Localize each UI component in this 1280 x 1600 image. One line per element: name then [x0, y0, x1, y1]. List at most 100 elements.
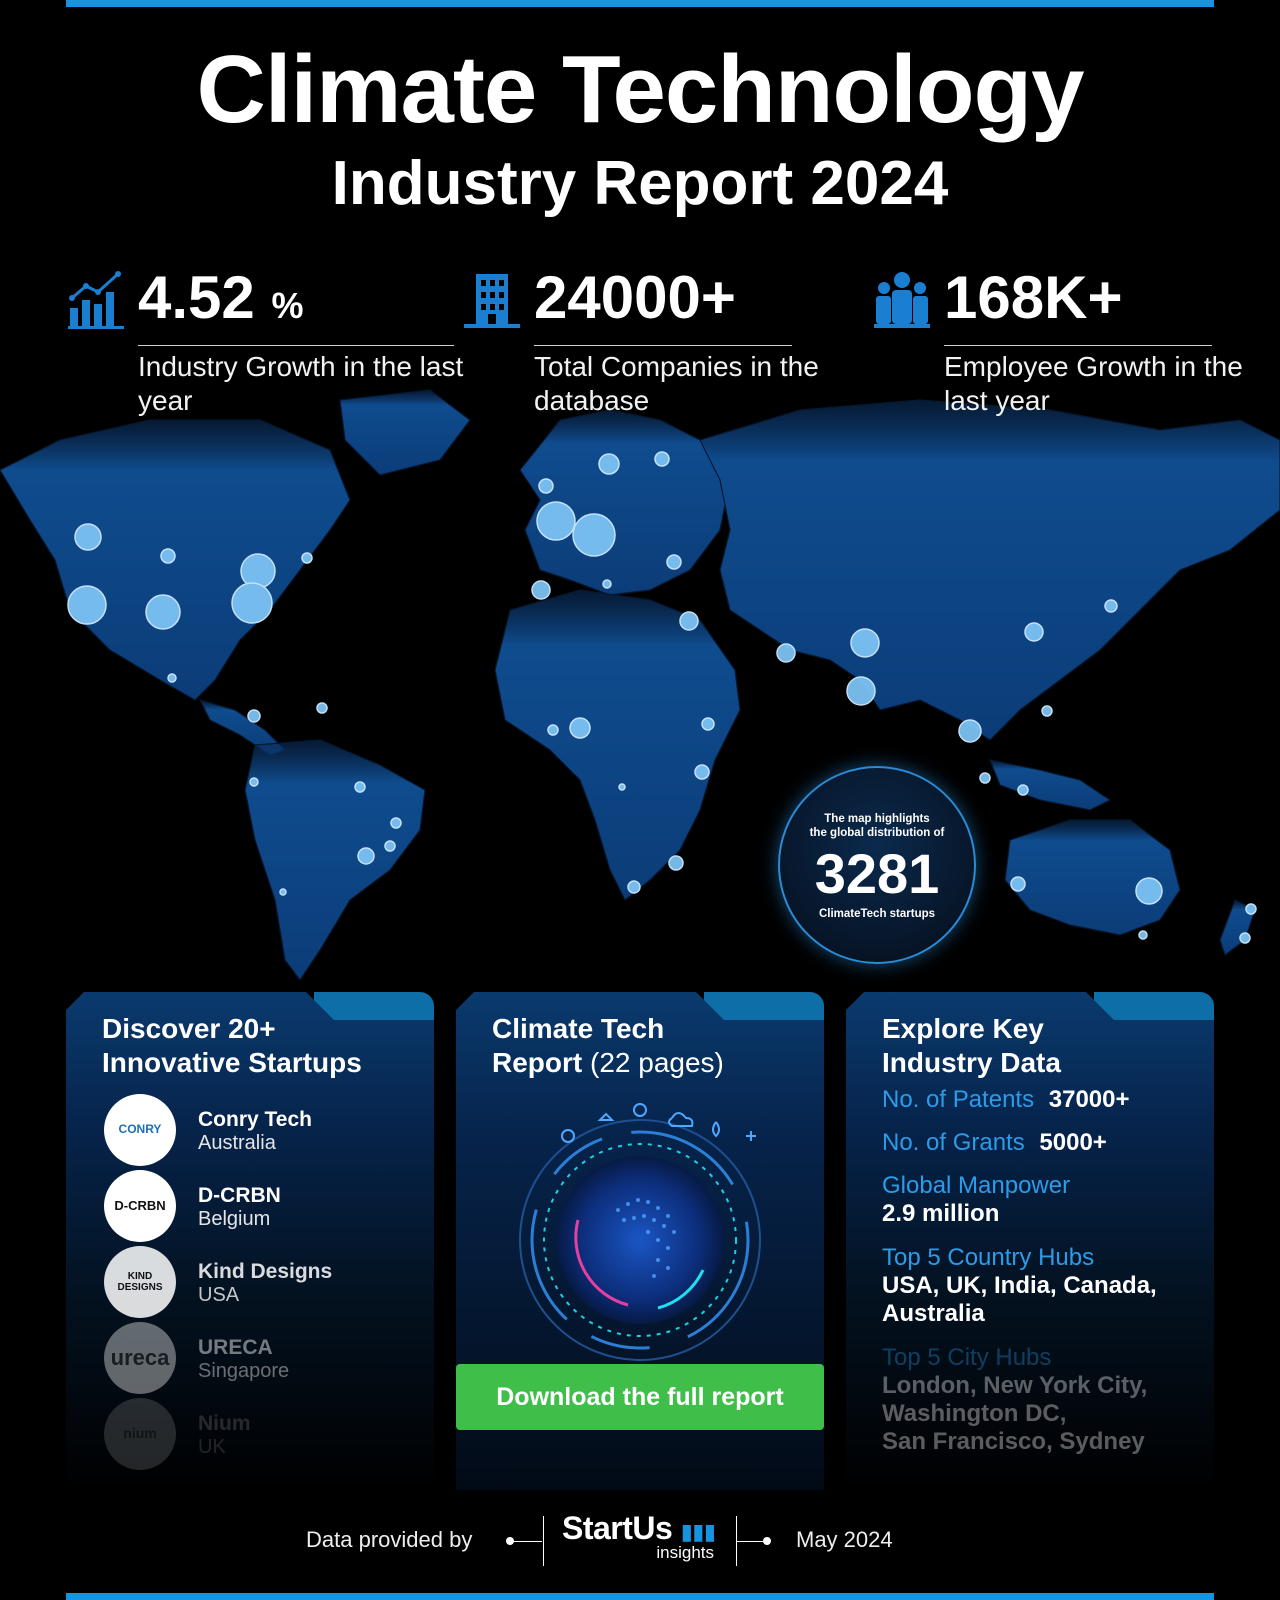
stat-caption: Total Companies in the database	[534, 351, 819, 416]
panel-title: Explore Key Industry Data	[882, 1012, 1192, 1080]
hub-dot	[668, 855, 684, 871]
startup-item[interactable]: KIND DESIGNS Kind Designs USA	[104, 1246, 404, 1318]
people-icon	[874, 272, 930, 328]
startup-name: Nium	[198, 1412, 251, 1435]
panel-body	[66, 992, 434, 1490]
hub-dot	[357, 847, 375, 865]
hub-dot	[846, 676, 876, 706]
hub-dot	[654, 451, 670, 467]
startup-country: Singapore	[198, 1360, 290, 1382]
hub-dot	[160, 548, 176, 564]
panel-title-line-1: Discover 20+	[102, 1013, 276, 1044]
grants-label: No. of Grants	[882, 1129, 1025, 1156]
panel-title-bold: Report	[492, 1047, 583, 1078]
hub-dot	[531, 580, 551, 600]
hub-dot	[1041, 705, 1053, 717]
hub-dot	[240, 553, 276, 589]
hub-dot	[279, 888, 287, 896]
asia-shape	[699, 399, 1280, 741]
building-icon	[464, 274, 520, 328]
panel-title: Discover 20+ Innovative Startups	[102, 1012, 412, 1080]
city-hubs-value: London, New York City,	[882, 1372, 1148, 1399]
startup-logo: ureca	[104, 1322, 176, 1394]
startup-count-badge: The map highlights the global distributi…	[778, 766, 976, 964]
footer-line	[514, 1541, 542, 1542]
country-hubs-row: Top 5 Country Hubs USA, UK, India, Canad…	[882, 1244, 1202, 1328]
world-map	[0, 380, 1280, 982]
report-panel: Climate Tech Report (22 pages)	[456, 992, 824, 1490]
hub-dot	[167, 673, 177, 683]
startup-name: D-CRBN	[198, 1184, 281, 1207]
hub-dot	[850, 628, 880, 658]
hub-dot	[602, 579, 612, 589]
patents-value: 37000+	[1048, 1086, 1130, 1113]
stat-value: 4.52 %	[138, 264, 304, 331]
hub-dot	[1010, 876, 1026, 892]
download-report-button[interactable]: Download the full report	[456, 1364, 824, 1430]
panel-title-line-1: Climate Tech	[492, 1013, 665, 1044]
hub-dot	[354, 781, 366, 793]
panel-title-line-1: Explore Key	[882, 1013, 1044, 1044]
footer-dot	[763, 1537, 771, 1545]
panel-title: Climate Tech Report (22 pages)	[492, 1012, 802, 1080]
hub-dot	[1024, 622, 1044, 642]
panel-title-line-2: Industry Data	[882, 1047, 1061, 1078]
stat-value: 24000+	[534, 264, 736, 331]
startup-item[interactable]: D-CRBN D-CRBN Belgium	[104, 1170, 404, 1242]
sun-icon	[633, 1103, 647, 1117]
report-date: May 2024	[796, 1527, 893, 1552]
hub-dot	[694, 764, 710, 780]
hub-dot	[627, 880, 641, 894]
industry-data-panel: Explore Key Industry Data No. of Patents…	[846, 992, 1214, 1490]
patents-row: No. of Patents 37000+	[882, 1086, 1202, 1114]
footer: Data provided by StartUs ▮▮▮ insights Ma…	[0, 1510, 1280, 1570]
stat-value: 168K+	[944, 264, 1123, 331]
city-hubs-row: Top 5 City Hubs London, New York City, W…	[882, 1344, 1202, 1456]
data-provided-by: Data provided by	[306, 1527, 473, 1552]
hub-dot	[536, 501, 576, 541]
startups-panel: Discover 20+ Innovative Startups CONRY C…	[66, 992, 434, 1490]
snowflake-icon	[746, 1131, 756, 1141]
australia-shape	[1004, 819, 1181, 936]
hub-dot	[1104, 599, 1118, 613]
hub-dot	[1138, 930, 1148, 940]
startus-insights-logo[interactable]: StartUs ▮▮▮ insights	[562, 1512, 722, 1561]
africa-shape	[494, 589, 741, 901]
startup-item[interactable]: CONRY Conry Tech Australia	[104, 1094, 404, 1166]
hub-dot	[249, 777, 259, 787]
hub-dot	[247, 709, 261, 723]
hub-dot	[569, 717, 591, 739]
top-accent-bar	[66, 0, 1214, 7]
panel-body	[846, 992, 1214, 1490]
country-hubs-value: USA, UK, India, Canada, Australia	[882, 1272, 1157, 1327]
cloud-icon	[668, 1112, 694, 1127]
country-hubs-label: Top 5 Country Hubs	[882, 1244, 1095, 1271]
panel-tab	[1094, 992, 1214, 1022]
panel-title-line-2: Innovative Startups	[102, 1047, 362, 1078]
startup-country: USA	[198, 1284, 240, 1306]
badge-line-2: the global distribution of	[809, 827, 945, 839]
hub-dot	[390, 817, 402, 829]
hub-dot	[618, 783, 626, 791]
page-subtitle: Industry Report 2024	[331, 149, 949, 218]
startup-name: Conry Tech	[198, 1108, 312, 1131]
panel-title-line-2: Report (22 pages)	[492, 1046, 802, 1080]
startup-item[interactable]: nium Nium UK	[104, 1398, 404, 1470]
startup-country: Australia	[198, 1132, 276, 1154]
greenland-shape	[339, 389, 471, 476]
manpower-value: 2.9 million	[882, 1200, 1000, 1227]
brand-name: StartUs ▮▮▮	[562, 1510, 716, 1546]
grants-value: 5000+	[1039, 1129, 1107, 1156]
hub-dot	[958, 719, 982, 743]
hub-dot	[1017, 784, 1029, 796]
hub-dot	[384, 840, 396, 852]
hub-dot	[1239, 932, 1251, 944]
hub-dot	[547, 724, 559, 736]
hub-dot	[679, 611, 699, 631]
stat-divider	[534, 345, 792, 346]
startup-logo: nium	[104, 1398, 176, 1470]
hub-dot	[231, 582, 273, 624]
footer-dot	[506, 1537, 514, 1545]
startup-logo: D-CRBN	[104, 1170, 176, 1242]
startup-item[interactable]: ureca URECA Singapore	[104, 1322, 404, 1394]
